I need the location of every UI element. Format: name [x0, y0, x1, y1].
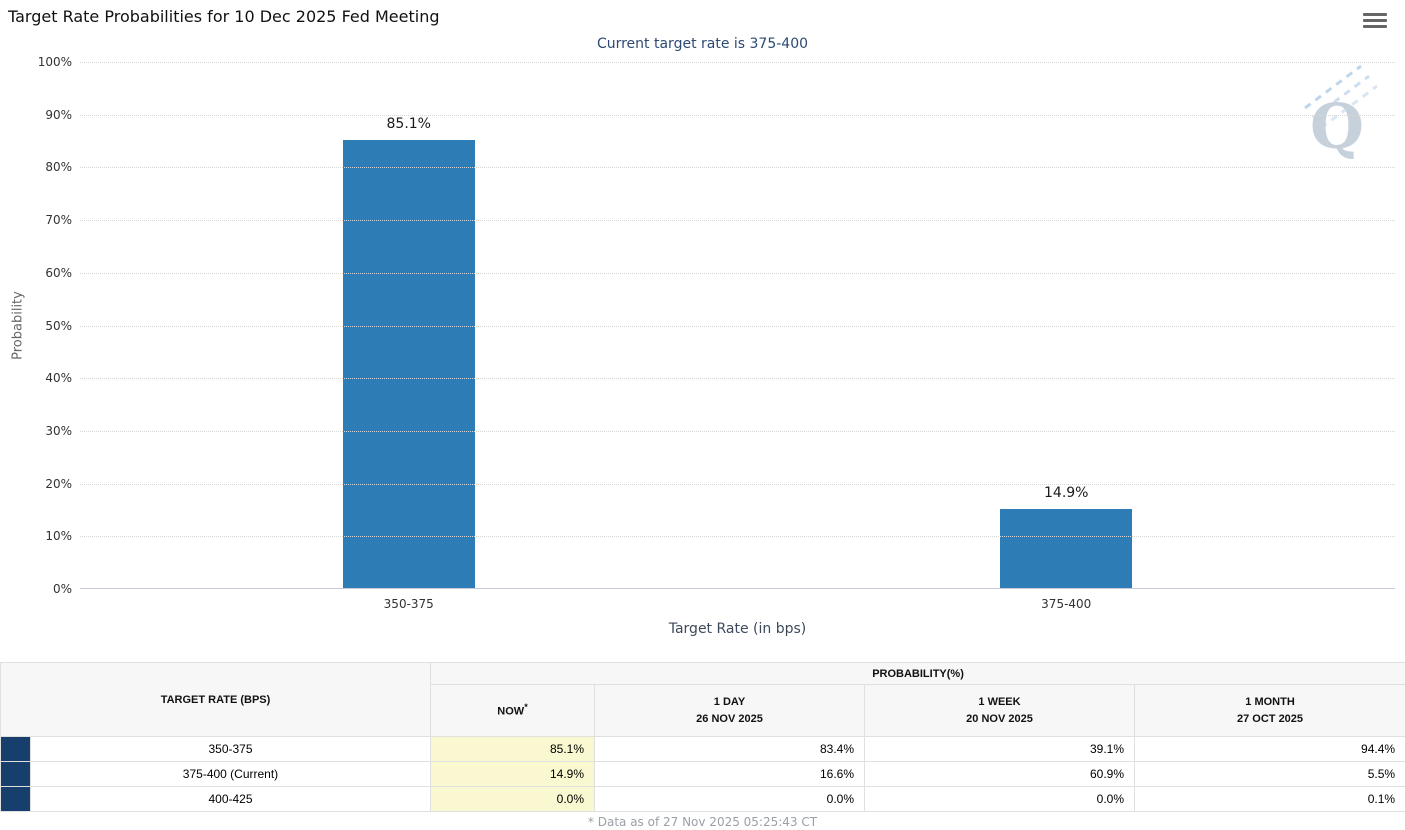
gridline	[80, 62, 1395, 63]
bar-series: 85.1% 14.9%	[80, 62, 1395, 588]
month-cell: 0.1%	[1133, 786, 1405, 812]
day-cell: 83.4%	[594, 736, 865, 762]
day-cell: 16.6%	[594, 761, 865, 787]
header-line: 1 WEEK	[978, 696, 1021, 708]
rate-cell: 350-375	[30, 736, 431, 762]
gridline	[80, 430, 1395, 432]
day-cell: 0.0%	[594, 786, 865, 812]
row-stripe	[0, 786, 31, 812]
data-asof-note: * Data as of 27 Nov 2025 05:25:43 CT	[587, 815, 818, 829]
header-line: 1 DAY	[713, 696, 746, 708]
table-header-1month: 1 MONTH 27 OCT 2025	[1133, 684, 1405, 737]
week-cell: 39.1%	[864, 736, 1135, 762]
watermark-letter: Q	[1310, 90, 1364, 162]
gridline	[80, 536, 1395, 538]
table-header-1week: 1 WEEK 20 NOV 2025	[864, 684, 1135, 737]
x-category-label: 350-375	[383, 597, 434, 611]
page-title: Target Rate Probabilities for 10 Dec 202…	[8, 7, 440, 26]
y-tick-label: 100%	[37, 55, 72, 69]
table-header-1day: 1 DAY 26 NOV 2025	[594, 684, 865, 737]
title-bar: Target Rate Probabilities for 10 Dec 202…	[0, 0, 1405, 34]
table-row: 375-400 (Current) 14.9% 16.6% 60.9% 5.5%	[0, 761, 1405, 787]
y-tick-label: 0%	[52, 582, 72, 596]
header-line: 1 MONTH	[1245, 696, 1295, 708]
gridline	[80, 325, 1395, 327]
header-line: 20 NOV 2025	[966, 712, 1033, 725]
bar-value-label: 85.1%	[386, 115, 431, 132]
hamburger-icon	[1363, 25, 1387, 28]
y-tick-label: 30%	[45, 423, 72, 438]
y-tick-label: 10%	[45, 529, 72, 544]
gridline	[80, 483, 1395, 485]
gridline	[80, 114, 1395, 116]
month-cell: 94.4%	[1133, 736, 1405, 762]
x-category-label: 375-400	[1041, 597, 1092, 611]
chart-plot-area: 85.1% 14.9% Q 0% 10% 20% 30% 40% 50% 60% 70% 80% 9…	[38, 55, 1395, 596]
watermark-logo: Q	[1299, 62, 1383, 163]
chart-menu-button[interactable]	[1363, 13, 1387, 28]
table-header-row-group: TARGET RATE (BPS) PROBABILITY(%)	[0, 662, 1405, 737]
chart-bar[interactable]	[1000, 509, 1133, 588]
now-asterisk: *	[524, 701, 528, 712]
x-axis-categories: 350-375 375-400	[80, 597, 1395, 611]
month-cell: 5.5%	[1133, 761, 1405, 787]
table-header-target-rate: TARGET RATE (BPS)	[0, 662, 431, 737]
bar-cell: 14.9%	[738, 62, 1396, 588]
gridline	[80, 378, 1395, 380]
chart-subtitle: Current target rate is 375-400	[596, 36, 809, 52]
y-tick-label: 50%	[45, 318, 72, 333]
bar-value-label: 14.9%	[1044, 485, 1089, 502]
week-cell: 0.0%	[864, 786, 1135, 812]
rate-cell: 375-400 (Current)	[30, 761, 431, 787]
y-tick-label: 90%	[45, 107, 72, 122]
x-axis-title: Target Rate (in bps)	[668, 621, 807, 637]
gridline	[80, 220, 1395, 222]
now-cell: 14.9%	[430, 761, 595, 787]
y-tick-label: 70%	[45, 213, 72, 228]
now-cell: 0.0%	[430, 786, 595, 812]
table-row: 400-425 0.0% 0.0% 0.0% 0.1%	[0, 786, 1405, 812]
chart-bar[interactable]	[342, 139, 475, 588]
hamburger-icon	[1363, 19, 1387, 22]
table-row: 350-375 85.1% 83.4% 39.1% 94.4%	[0, 736, 1405, 762]
probability-table: TARGET RATE (BPS) PROBABILITY(%) NOW* 1 …	[0, 662, 1405, 812]
row-stripe	[0, 761, 31, 787]
now-cell: 85.1%	[430, 736, 595, 762]
header-line: NOW	[497, 705, 525, 718]
row-stripe	[0, 736, 31, 762]
table-header-row-columns: NOW* 1 DAY 26 NOV 2025 1 WEEK 20 NOV 202…	[1, 684, 1405, 737]
bar-cell: 85.1%	[80, 62, 738, 588]
y-tick-label: 60%	[45, 265, 72, 280]
hamburger-icon	[1363, 13, 1387, 16]
week-cell: 60.9%	[864, 761, 1135, 787]
header-line: 27 OCT 2025	[1237, 712, 1304, 725]
y-tick-label: 20%	[45, 476, 72, 491]
rate-cell: 400-425	[30, 786, 431, 812]
table-header-probability: PROBABILITY(%)	[429, 662, 1405, 685]
gridline	[80, 272, 1395, 274]
table-header-now: NOW*	[430, 684, 595, 737]
y-tick-label: 40%	[45, 371, 72, 386]
gridline	[80, 167, 1395, 169]
header-line: 26 NOV 2025	[696, 712, 763, 725]
y-tick-label: 80%	[45, 160, 72, 175]
y-axis-title: Probability	[10, 291, 26, 360]
